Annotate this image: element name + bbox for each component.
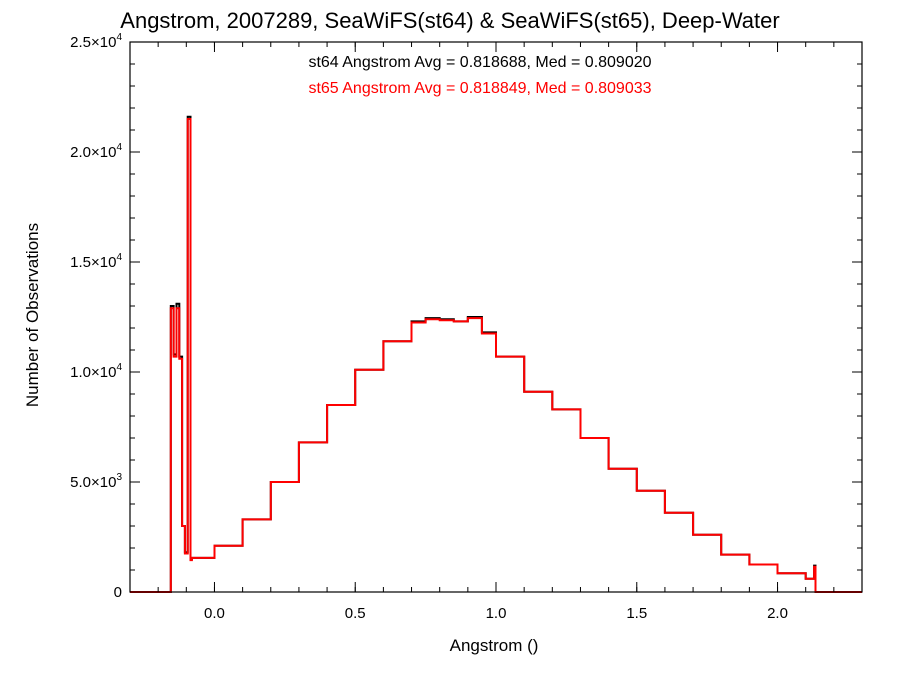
x-axis-label: Angstrom () — [449, 636, 539, 655]
st65-stats-annotation: st65 Angstrom Avg = 0.818849, Med = 0.80… — [308, 80, 652, 97]
y-tick-label: 2.5×104 — [70, 32, 122, 51]
st64-stats-annotation: st64 Angstrom Avg = 0.818688, Med = 0.80… — [308, 54, 652, 71]
x-tick-label: 0.0 — [204, 605, 225, 622]
x-tick-label: 1.0 — [486, 605, 507, 622]
y-tick-label: 1.0×104 — [70, 362, 122, 381]
series-st65-line — [130, 118, 862, 593]
y-tick-label: 2.0×104 — [70, 142, 122, 161]
y-tick-label: 0 — [114, 584, 122, 601]
y-tick-label: 5.0×103 — [70, 472, 122, 491]
x-tick-label: 1.5 — [626, 605, 647, 622]
y-tick-label: 1.5×104 — [70, 252, 122, 271]
y-axis-label: Number of Observations — [23, 222, 42, 408]
x-tick-label: 0.5 — [345, 605, 366, 622]
chart-title: Angstrom, 2007289, SeaWiFS(st64) & SeaWi… — [120, 8, 780, 33]
plot-frame — [129, 41, 863, 593]
x-tick-label: 2.0 — [767, 605, 788, 622]
